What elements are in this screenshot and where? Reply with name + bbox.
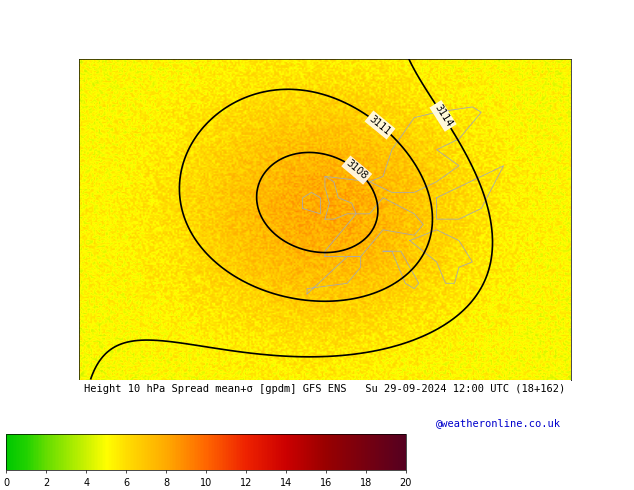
Text: @weatheronline.co.uk: @weatheronline.co.uk xyxy=(436,417,561,428)
Text: Height 10 hPa Spread mean+σ [gpdm] GFS ENS   Su 29-09-2024 12:00 UTC (18+162): Height 10 hPa Spread mean+σ [gpdm] GFS E… xyxy=(84,384,566,394)
Text: 3111: 3111 xyxy=(367,113,392,137)
Text: 3114: 3114 xyxy=(432,103,454,129)
Text: 3108: 3108 xyxy=(344,158,370,182)
